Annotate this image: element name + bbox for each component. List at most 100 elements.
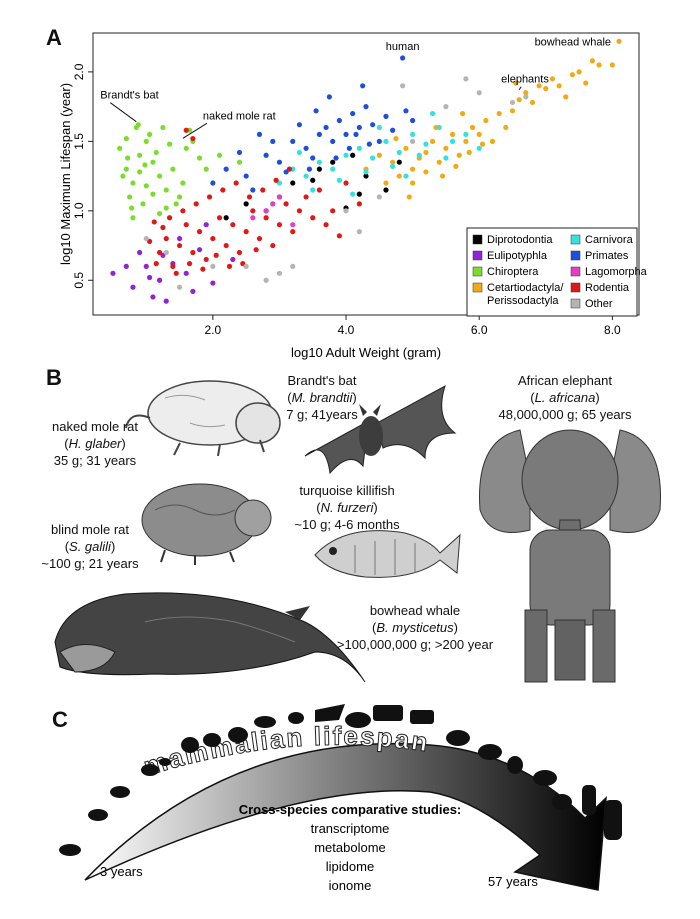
data-point bbox=[423, 149, 429, 156]
data-point bbox=[226, 263, 233, 269]
rat-silhouette bbox=[110, 786, 130, 798]
data-point bbox=[296, 208, 303, 214]
data-point bbox=[356, 229, 362, 235]
study-transcriptome: transcriptome bbox=[311, 821, 390, 836]
data-point bbox=[410, 131, 416, 138]
data-point bbox=[206, 194, 213, 200]
data-point bbox=[270, 242, 276, 249]
data-point bbox=[260, 187, 266, 193]
data-point bbox=[156, 210, 163, 217]
data-point bbox=[150, 294, 156, 300]
y-axis-label: log10 Maximum Lifespan (year) bbox=[58, 83, 73, 265]
data-point bbox=[370, 155, 376, 161]
data-point bbox=[543, 85, 549, 92]
data-point bbox=[256, 235, 263, 242]
data-point bbox=[343, 208, 349, 214]
data-point bbox=[223, 215, 229, 221]
data-point bbox=[383, 138, 389, 144]
point-annotation: human bbox=[386, 41, 420, 53]
x-axis-label: log10 Adult Weight (gram) bbox=[291, 345, 441, 360]
nmr-species: H. glaber bbox=[68, 436, 122, 451]
data-point bbox=[466, 149, 472, 156]
legend-swatch bbox=[472, 266, 483, 277]
data-point bbox=[616, 38, 622, 44]
data-point bbox=[343, 131, 349, 138]
data-point bbox=[403, 145, 409, 151]
data-point bbox=[410, 138, 416, 144]
data-point bbox=[176, 242, 183, 249]
panel-label-c: C bbox=[52, 707, 68, 732]
y-tick-label: 1.0 bbox=[72, 202, 86, 219]
data-point bbox=[336, 117, 342, 124]
data-point bbox=[276, 159, 283, 165]
data-point bbox=[156, 277, 163, 283]
y-tick-label: 2.0 bbox=[72, 63, 86, 80]
bowhead-whale-illustration bbox=[54, 592, 366, 683]
data-point bbox=[150, 191, 156, 197]
data-point bbox=[180, 208, 186, 214]
elephant-caption: African elephant (L. africana) 48,000,00… bbox=[480, 372, 650, 423]
y-tick-label: 1.5 bbox=[72, 133, 86, 150]
data-point bbox=[140, 201, 146, 207]
mole-rat-silhouette bbox=[552, 794, 572, 810]
data-point bbox=[276, 270, 283, 276]
data-point bbox=[406, 194, 412, 200]
data-point bbox=[410, 180, 416, 186]
african-elephant-illustration bbox=[479, 429, 661, 683]
data-point bbox=[400, 83, 406, 89]
studies-title: Cross-species comparative studies: bbox=[239, 802, 462, 817]
data-point bbox=[243, 201, 249, 207]
cow-silhouette bbox=[373, 705, 403, 721]
data-point bbox=[263, 277, 269, 283]
nmr-caption: naked mole rat (H. glaber) 35 g; 31 year… bbox=[20, 418, 170, 469]
data-point bbox=[142, 162, 148, 168]
data-point bbox=[253, 247, 259, 253]
data-point bbox=[589, 58, 595, 64]
data-point bbox=[483, 117, 489, 124]
data-point bbox=[163, 298, 169, 304]
x-tick-label: 8.0 bbox=[604, 323, 621, 337]
data-point bbox=[509, 108, 516, 114]
data-point bbox=[236, 149, 243, 156]
data-point bbox=[283, 201, 289, 207]
lifespan-arrow bbox=[84, 742, 607, 891]
data-point bbox=[210, 280, 216, 286]
data-point bbox=[290, 138, 296, 144]
point-annotation: bowhead whale bbox=[535, 36, 611, 48]
data-point bbox=[330, 208, 336, 214]
data-point bbox=[393, 135, 399, 142]
data-point bbox=[250, 208, 256, 214]
bmr-species: S. galili bbox=[69, 539, 111, 554]
legend-label: Lagomorpha bbox=[585, 266, 648, 278]
data-point bbox=[496, 110, 502, 117]
data-point bbox=[429, 110, 436, 117]
bird-silhouette bbox=[288, 712, 304, 724]
killifish-name: turquoise killifish bbox=[299, 483, 395, 498]
x-tick-label: 6.0 bbox=[471, 323, 488, 337]
data-point bbox=[180, 180, 186, 186]
data-point bbox=[536, 83, 542, 89]
data-point bbox=[503, 124, 509, 131]
data-point bbox=[569, 72, 576, 78]
left-lifespan-value: 3 years bbox=[100, 864, 143, 879]
data-point bbox=[170, 263, 176, 269]
data-point bbox=[429, 138, 436, 144]
legend-label: Chiroptera bbox=[487, 266, 539, 278]
data-point bbox=[173, 270, 179, 276]
data-point bbox=[223, 166, 229, 172]
data-point bbox=[463, 138, 469, 144]
data-point bbox=[160, 224, 166, 231]
data-point bbox=[310, 155, 316, 161]
data-point bbox=[463, 131, 469, 138]
data-point bbox=[523, 90, 529, 96]
ape-silhouette bbox=[604, 800, 622, 840]
data-point bbox=[316, 187, 322, 193]
data-point bbox=[233, 180, 239, 186]
data-point bbox=[453, 163, 459, 169]
panel-label-b: B bbox=[46, 365, 62, 390]
data-point bbox=[150, 159, 156, 165]
data-point bbox=[323, 222, 329, 228]
data-point bbox=[146, 274, 153, 281]
elephant-species: L. africana bbox=[534, 390, 596, 405]
data-point bbox=[556, 83, 562, 89]
